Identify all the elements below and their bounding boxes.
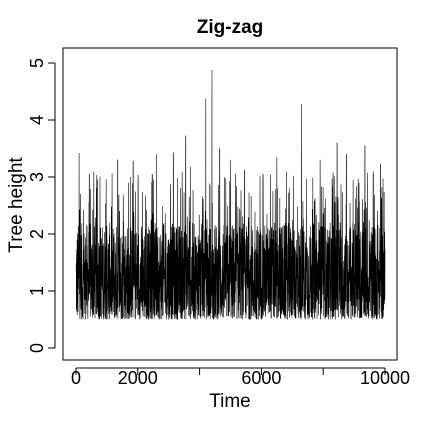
y-tick-label: 3 — [27, 172, 47, 182]
y-tick-label: 5 — [27, 58, 47, 68]
trace-series — [75, 69, 386, 321]
x-tick-label: 0 — [71, 368, 81, 388]
y-tick-label: 2 — [27, 229, 47, 239]
plot-frame — [62, 47, 398, 361]
y-tick-label: 4 — [27, 115, 47, 125]
x-tick-label: 6000 — [241, 368, 281, 388]
x-axis-label: Time — [209, 391, 251, 412]
y-tick-label: 1 — [27, 286, 47, 296]
chart-title: Zig-zag — [197, 17, 264, 38]
y-tick-label: 0 — [27, 343, 47, 353]
trace-line — [75, 69, 386, 321]
y-axis-label: Tree height — [6, 157, 27, 253]
x-tick-label: 10000 — [360, 368, 410, 388]
x-tick-label: 2000 — [118, 368, 158, 388]
x-axis-ticks: 0 2000 6000 10000 — [71, 368, 410, 388]
y-axis-ticks: 0 1 2 3 4 5 — [27, 58, 55, 353]
